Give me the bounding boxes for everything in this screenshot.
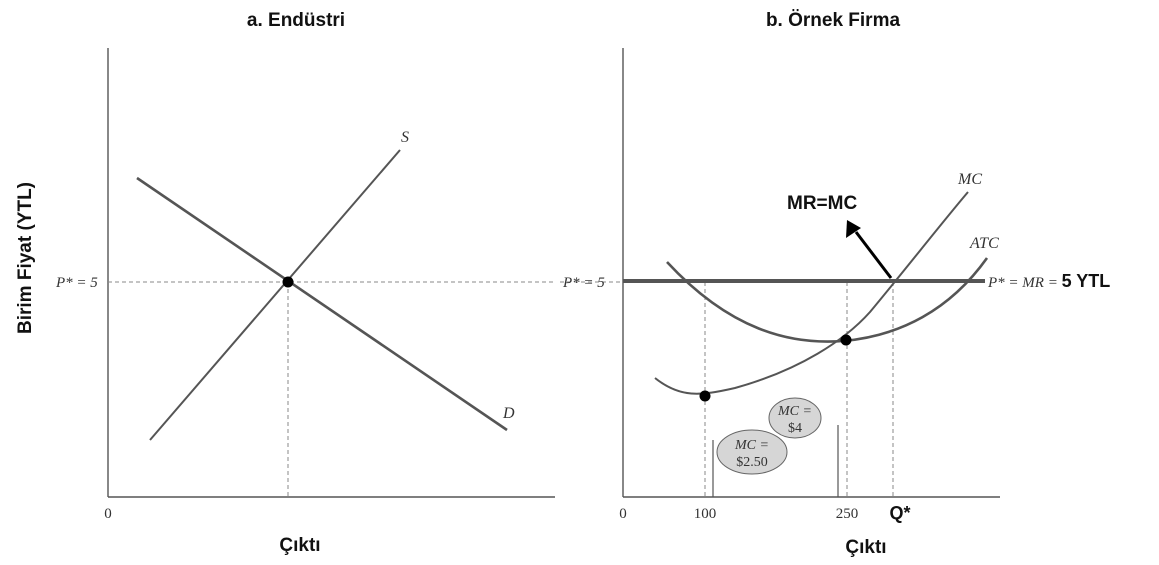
demand-curve xyxy=(136,176,508,432)
x-tick-250: 250 xyxy=(836,506,859,522)
mr-line-label-value: 5 YTL xyxy=(1062,271,1111,291)
industry-equilibrium-point xyxy=(282,276,294,288)
mr-mc-arrowhead xyxy=(846,220,861,238)
y-axis-label: Birim Fiyat (YTL) xyxy=(15,182,36,334)
q-star-label: Q* xyxy=(889,503,910,523)
bubble-mc250-line2: $2.50 xyxy=(736,455,768,470)
panel-b-price-label: P* = 5 xyxy=(562,275,605,291)
panel-firm: b. Örnek Firma MC = $4 MC = $2.50 M xyxy=(560,10,1110,558)
bubble-mc4-line2: $4 xyxy=(788,421,802,436)
bubble-mc4 xyxy=(768,397,822,439)
panel-industry: a. Endüstri P* = 5 S D 0 Çıktı xyxy=(55,10,555,556)
supply-curve xyxy=(149,149,401,441)
panel-b-title: b. Örnek Firma xyxy=(766,10,901,31)
mc-curve xyxy=(654,191,969,395)
mr-mc-annotation: MR=MC xyxy=(787,193,857,214)
mr-mc-arrow xyxy=(854,231,893,279)
mc-min-point xyxy=(699,390,711,402)
x-tick-100: 100 xyxy=(694,506,717,522)
panel-a-origin: 0 xyxy=(104,506,112,522)
mr-line-label: P* = MR = 5 YTL xyxy=(987,271,1110,291)
atc-curve xyxy=(666,257,989,343)
bubble-mc4-line1: MC = xyxy=(777,404,812,419)
atc-label: ATC xyxy=(969,235,999,252)
mr-line-label-prefix: P* = MR = xyxy=(987,275,1062,291)
panel-b-origin: 0 xyxy=(619,506,627,522)
atc-min-point xyxy=(840,334,852,346)
panel-a-title: a. Endüstri xyxy=(247,10,345,31)
panel-b-x-axis-label: Çıktı xyxy=(845,537,886,558)
bubble-mc250 xyxy=(716,429,788,475)
supply-label: S xyxy=(401,129,409,146)
panel-a-price-label: P* = 5 xyxy=(55,275,98,291)
bubble-mc250-line1: MC = xyxy=(734,438,769,453)
panel-a-x-axis-label: Çıktı xyxy=(279,535,320,556)
mc-label: MC xyxy=(957,171,982,188)
demand-label: D xyxy=(502,405,515,422)
